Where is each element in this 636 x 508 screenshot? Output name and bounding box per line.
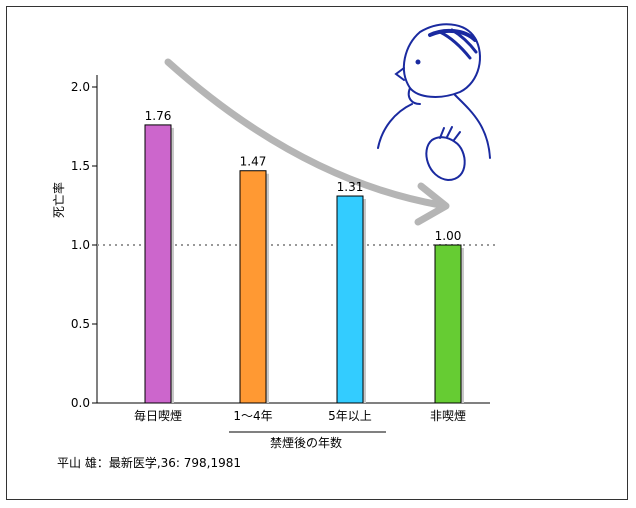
bar [336, 195, 364, 404]
trend-arrow [164, 58, 444, 209]
data-label: 1.00 [435, 229, 462, 243]
bar [434, 244, 462, 404]
y-tick-label: 1.0 [71, 238, 90, 252]
bar [239, 170, 267, 404]
data-label: 1.47 [240, 155, 267, 169]
group-label: 禁煙後の年数 [270, 435, 342, 450]
data-label: 1.31 [337, 180, 364, 194]
trend-arrow-head [414, 182, 450, 226]
y-tick-label: 0.0 [71, 396, 90, 410]
chart-frame [6, 6, 628, 500]
data-label: 1.76 [145, 109, 172, 123]
category-label: 毎日喫煙 [134, 408, 182, 423]
y-axis-label: 死亡率 [51, 182, 66, 218]
y-tick-label: 0.5 [71, 317, 90, 331]
citation: 平山 雄：最新医学,36: 798,1981 [57, 456, 242, 470]
person-illustration [377, 23, 491, 182]
category-label: 5年以上 [328, 409, 372, 423]
y-tick-label: 2.0 [71, 80, 90, 94]
y-tick-label: 1.5 [71, 159, 90, 173]
bar [144, 124, 172, 404]
category-label: 非喫煙 [430, 409, 466, 423]
category-label: 1～4年 [233, 409, 272, 423]
